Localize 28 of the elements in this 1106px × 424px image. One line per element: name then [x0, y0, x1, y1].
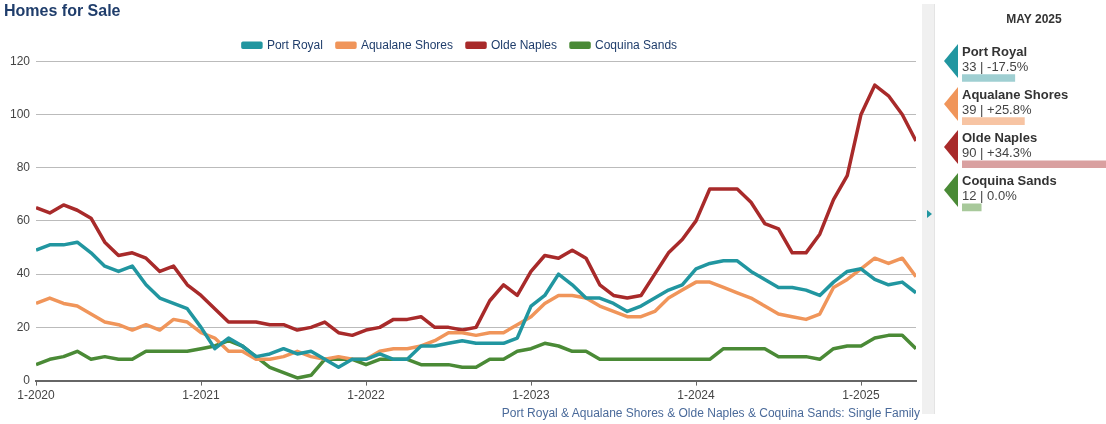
chart-title: Homes for Sale — [4, 2, 121, 20]
chart-title: MAY 2025 — [1006, 11, 1063, 26]
x-tick-label: 1-2022 — [347, 388, 386, 403]
x-tick-label: 1-2024 — [677, 388, 716, 403]
y-tick-label: 20 — [16, 319, 31, 334]
legend-label: Port Royal — [266, 37, 323, 52]
data-label: 90 | +34.3% — [962, 145, 1032, 161]
y-tick-label: 100 — [9, 106, 31, 121]
legend-label: Coquina Sands — [595, 37, 678, 52]
y-tick-label: Aqualane Shores — [962, 87, 1069, 103]
data-label: 39 | +25.8% — [962, 102, 1032, 118]
y-tick-label: Coquina Sands — [962, 173, 1057, 189]
y-tick-label: 60 — [16, 213, 31, 228]
legend-label: Aqualane Shores — [360, 37, 454, 52]
x-tick-label: 1-2020 — [17, 388, 56, 403]
data-label: 12 | 0.0% — [962, 188, 1018, 204]
text: Port Royal & Aqualane Shores & Olde Naples & Coquina Sands: Single Family — [501, 406, 920, 420]
y-tick-label: 0 — [23, 372, 31, 387]
x-tick-label: 1-2023 — [512, 388, 551, 403]
x-tick-label: 1-2025 — [842, 388, 881, 403]
y-tick-label: Port Royal — [962, 43, 1028, 59]
y-tick-label: 40 — [16, 266, 31, 281]
y-tick-label: Olde Naples — [962, 130, 1038, 146]
y-tick-label: 80 — [16, 159, 31, 174]
y-tick-label: 120 — [9, 53, 31, 68]
data-label: 33 | -17.5% — [962, 58, 1029, 74]
legend-label: Olde Naples — [491, 37, 558, 52]
x-tick-label: 1-2021 — [182, 388, 221, 403]
